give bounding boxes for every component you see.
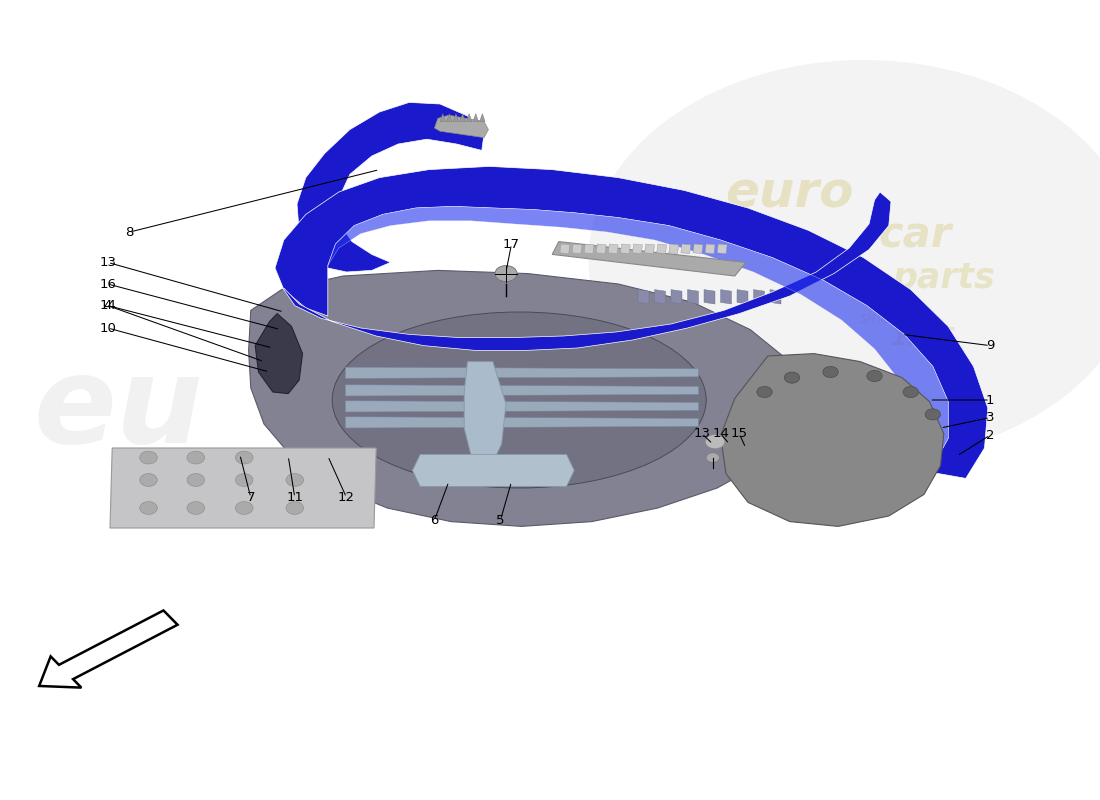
- Polygon shape: [720, 354, 944, 526]
- Text: 15: 15: [730, 427, 748, 440]
- Circle shape: [286, 474, 304, 486]
- Polygon shape: [608, 244, 618, 254]
- Circle shape: [187, 502, 205, 514]
- Polygon shape: [681, 244, 691, 254]
- Text: 4: 4: [103, 299, 112, 312]
- Text: 5: 5: [496, 514, 505, 526]
- Text: 10: 10: [99, 322, 117, 334]
- Circle shape: [705, 434, 725, 449]
- Circle shape: [823, 366, 838, 378]
- Polygon shape: [717, 244, 727, 254]
- Circle shape: [235, 474, 253, 486]
- Polygon shape: [255, 314, 302, 394]
- Circle shape: [757, 386, 772, 398]
- Circle shape: [140, 451, 157, 464]
- Circle shape: [235, 502, 253, 514]
- Polygon shape: [464, 362, 506, 464]
- Polygon shape: [737, 290, 748, 304]
- Text: 14: 14: [712, 427, 729, 440]
- Text: 2: 2: [986, 429, 994, 442]
- Polygon shape: [693, 244, 703, 254]
- Circle shape: [867, 370, 882, 382]
- Text: 6: 6: [430, 514, 439, 526]
- Polygon shape: [345, 401, 698, 412]
- Text: 1985: 1985: [891, 326, 957, 350]
- Polygon shape: [275, 166, 988, 478]
- Ellipse shape: [332, 312, 706, 488]
- Polygon shape: [412, 454, 574, 486]
- Text: 7: 7: [246, 491, 255, 504]
- Circle shape: [140, 474, 157, 486]
- Text: 16: 16: [99, 278, 117, 290]
- Ellipse shape: [588, 60, 1100, 460]
- Polygon shape: [657, 244, 667, 254]
- Polygon shape: [345, 367, 698, 378]
- Circle shape: [235, 451, 253, 464]
- Text: 14: 14: [99, 299, 117, 312]
- Polygon shape: [480, 114, 485, 122]
- Text: car: car: [879, 215, 952, 257]
- Polygon shape: [249, 270, 803, 526]
- Polygon shape: [596, 244, 606, 254]
- Text: since: since: [860, 311, 900, 326]
- Polygon shape: [440, 114, 446, 122]
- Text: since 1985: since 1985: [431, 391, 515, 406]
- Polygon shape: [453, 114, 459, 122]
- Polygon shape: [754, 290, 764, 304]
- Polygon shape: [704, 290, 715, 304]
- Text: a passion for parts: a passion for parts: [396, 371, 550, 389]
- Polygon shape: [620, 244, 630, 254]
- Polygon shape: [720, 290, 732, 304]
- Text: eu: eu: [34, 351, 204, 468]
- Text: 13: 13: [693, 427, 711, 440]
- Text: euro: euro: [726, 170, 854, 218]
- Polygon shape: [345, 417, 698, 428]
- Polygon shape: [654, 290, 666, 304]
- Circle shape: [925, 409, 940, 420]
- Circle shape: [784, 372, 800, 383]
- Polygon shape: [645, 244, 654, 254]
- Polygon shape: [552, 242, 746, 276]
- Polygon shape: [638, 290, 649, 304]
- Text: 12: 12: [338, 491, 355, 504]
- Polygon shape: [110, 448, 376, 528]
- Circle shape: [495, 266, 517, 282]
- Polygon shape: [705, 244, 715, 254]
- Circle shape: [903, 386, 918, 398]
- FancyArrow shape: [40, 610, 177, 688]
- Polygon shape: [770, 290, 781, 304]
- Text: 17: 17: [503, 238, 520, 250]
- Polygon shape: [572, 244, 582, 254]
- Circle shape: [140, 502, 157, 514]
- Text: 11: 11: [286, 491, 304, 504]
- Polygon shape: [284, 192, 891, 350]
- Polygon shape: [434, 115, 488, 138]
- Polygon shape: [584, 244, 594, 254]
- Text: 3: 3: [986, 411, 994, 424]
- Polygon shape: [669, 244, 679, 254]
- Text: 8: 8: [125, 226, 134, 238]
- Polygon shape: [473, 114, 478, 122]
- Polygon shape: [671, 290, 682, 304]
- Polygon shape: [466, 114, 472, 122]
- Polygon shape: [460, 114, 465, 122]
- Circle shape: [706, 453, 719, 462]
- Text: 9: 9: [986, 339, 994, 352]
- Polygon shape: [560, 244, 570, 254]
- Polygon shape: [297, 102, 484, 272]
- Polygon shape: [345, 385, 698, 396]
- Circle shape: [286, 502, 304, 514]
- Circle shape: [187, 474, 205, 486]
- Circle shape: [187, 451, 205, 464]
- Polygon shape: [688, 290, 698, 304]
- Text: 1: 1: [986, 394, 994, 406]
- Text: parts: parts: [892, 262, 996, 295]
- Polygon shape: [632, 244, 642, 254]
- Polygon shape: [447, 114, 452, 122]
- Text: 13: 13: [99, 256, 117, 269]
- Polygon shape: [328, 206, 948, 474]
